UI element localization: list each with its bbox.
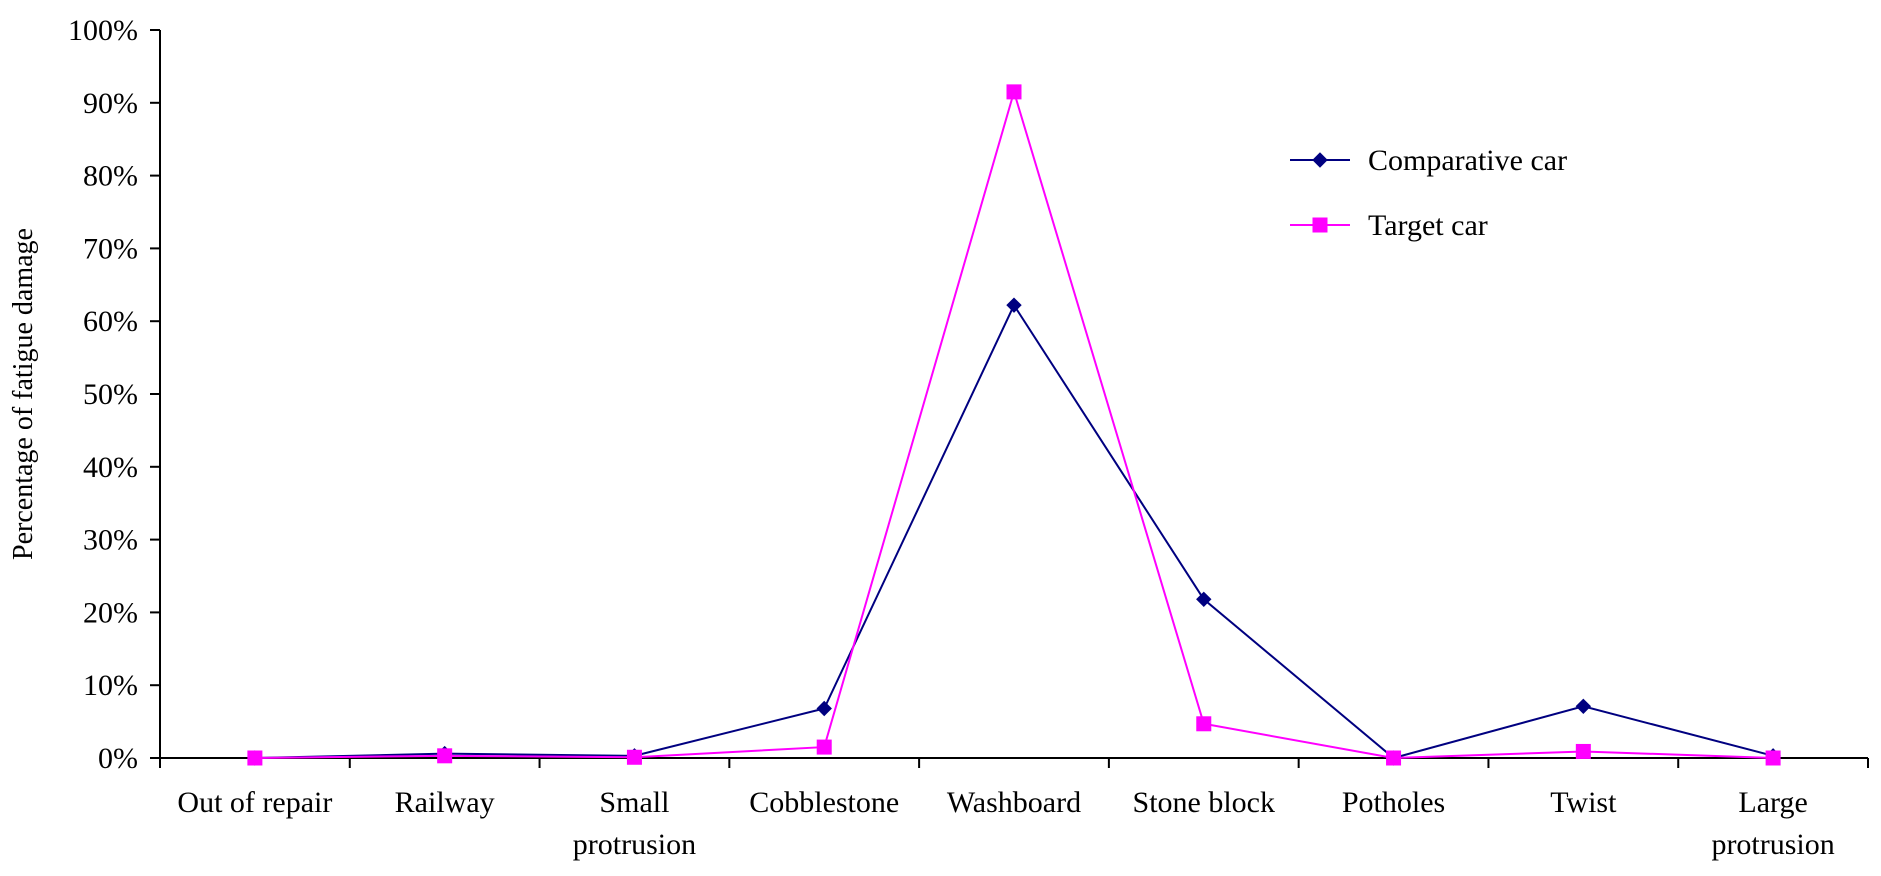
- data-point: [437, 748, 453, 764]
- series-group: [247, 297, 1781, 766]
- y-tick-label: 10%: [83, 669, 138, 702]
- x-tick-label: Washboard: [947, 786, 1081, 819]
- data-point: [626, 749, 642, 765]
- data-point: [1575, 743, 1591, 759]
- y-tick-label: 50%: [83, 378, 138, 411]
- y-tick-label: 30%: [83, 524, 138, 557]
- series-line: [254, 303, 1774, 760]
- y-tick-label: 60%: [83, 305, 138, 338]
- data-point: [247, 750, 263, 766]
- legend-label: Target car: [1368, 209, 1488, 242]
- y-tick-label: 90%: [83, 87, 138, 120]
- x-tick-label: Stone block: [1133, 786, 1276, 819]
- y-tick-label: 80%: [83, 160, 138, 193]
- y-tick-label: 70%: [83, 232, 138, 265]
- data-point: [1765, 750, 1781, 766]
- y-tick-label: 40%: [83, 451, 138, 484]
- legend-marker: [1312, 217, 1328, 233]
- data-point: [1006, 84, 1022, 100]
- data-point: [1386, 750, 1402, 766]
- x-tick-label: Large protrusion: [1711, 786, 1834, 861]
- data-point: [1196, 591, 1212, 608]
- data-point: [1006, 297, 1022, 313]
- x-tick-label: Small protrusion: [573, 786, 696, 861]
- legend: Comparative car Target car: [1290, 144, 1567, 242]
- axes: [159, 30, 1868, 759]
- x-tick-label: Twist: [1550, 786, 1617, 819]
- x-tick-label: Potholes: [1342, 786, 1445, 819]
- data-point: [1575, 698, 1592, 715]
- y-tick-label: 20%: [83, 596, 138, 629]
- y-tick-label: 0%: [98, 742, 138, 775]
- series-group: [247, 84, 1781, 766]
- series: [247, 84, 1781, 766]
- x-tick-label: Cobblestone: [749, 786, 899, 819]
- y-ticks: 0% 10% 20% 30% 40% 50% 60% 70% 80% 90% 100%: [68, 14, 160, 775]
- x-ticks: Out of repair Railway Small protrusion Cobbl…: [159, 758, 1869, 861]
- x-tick-label: Railway: [395, 786, 495, 819]
- data-point: [1196, 716, 1212, 732]
- data-point: [816, 739, 832, 755]
- x-tick-label: Out of repair: [177, 786, 332, 819]
- y-axis-title-group: Percentage of fatigue damage: [8, 228, 39, 560]
- y-axis-title: Percentage of fatigue damage: [8, 228, 39, 560]
- legend-label: Comparative car: [1368, 144, 1567, 177]
- series-line: [254, 88, 1774, 760]
- legend-marker: [1312, 152, 1328, 168]
- data-point: [816, 700, 832, 717]
- y-tick-label: 100%: [68, 14, 138, 47]
